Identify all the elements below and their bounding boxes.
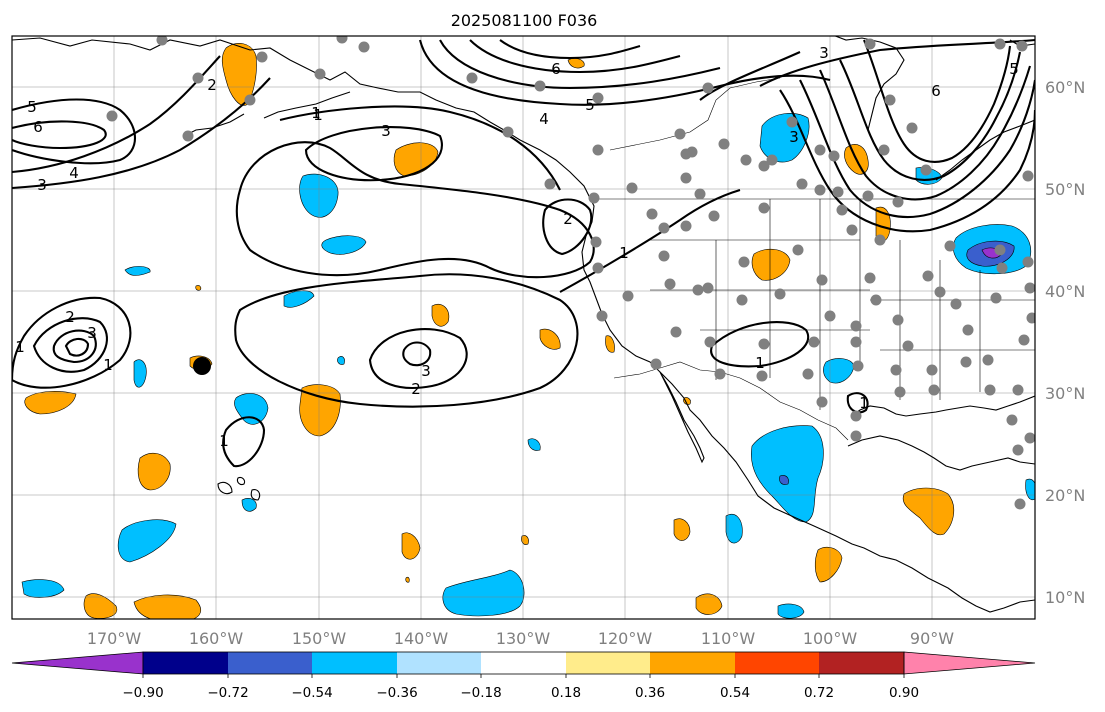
colorbar-tick-label: 0.18	[551, 685, 581, 701]
colorbar-tick-label: 0.54	[720, 685, 750, 701]
contour-label: 5	[1009, 60, 1019, 78]
colorbar-min-extension	[11, 651, 144, 675]
lon-label: 160°W	[189, 629, 244, 648]
lon-label: 120°W	[598, 629, 653, 648]
lat-label: 30°N	[1045, 384, 1085, 403]
colorbar-tick-label: 0.36	[635, 685, 665, 701]
map-frame	[11, 35, 1036, 620]
coastlines	[12, 36, 1035, 613]
contour-label: 6	[551, 60, 561, 78]
contour-label: 1	[15, 338, 25, 356]
colorbar-bin	[228, 652, 312, 674]
contour-label: 1	[859, 394, 869, 412]
colorbar-bin	[650, 652, 735, 674]
contour-label: 2	[563, 210, 573, 228]
lat-label: 60°N	[1045, 78, 1085, 97]
colorbar-max-extension	[903, 651, 1036, 675]
longitude-labels: 170°W 160°W 150°W 140°W 130°W 120°W 110°…	[87, 629, 954, 648]
lon-label: 110°W	[701, 629, 756, 648]
colorbar-ticks	[142, 674, 905, 678]
contour-label: 3	[381, 122, 391, 140]
latitude-labels: 60°N 50°N 40°N 30°N 20°N 10°N	[1045, 78, 1085, 607]
colorbar: −0.90 −0.72 −0.54 −0.36 −0.18 0.18 0.36 …	[11, 651, 1036, 701]
station-markers	[106, 36, 1035, 510]
contour-label: 1	[103, 356, 113, 374]
colorbar-bin	[312, 652, 397, 674]
contour-label: 3	[37, 176, 47, 194]
positive-anomaly-shading	[24, 43, 955, 619]
colorbar-bin	[735, 652, 819, 674]
colorbar-bin	[566, 652, 650, 674]
contour-label: 3	[87, 324, 97, 342]
map-title: 2025081100 F036	[451, 11, 598, 30]
colorbar-tick-label: −0.90	[122, 685, 163, 701]
contour-label: 3	[421, 362, 431, 380]
lon-label: 150°W	[292, 629, 347, 648]
colorbar-bin	[143, 652, 228, 674]
contour-label: 1	[619, 244, 629, 262]
contour-label: 3	[789, 128, 799, 146]
lat-label: 40°N	[1045, 282, 1085, 301]
lon-label: 140°W	[394, 629, 449, 648]
colorbar-tick-label: −0.72	[207, 685, 248, 701]
lat-label: 10°N	[1045, 588, 1085, 607]
contour-labels: 5 6 3 4 1 2 3 1 6 5 4 3 2 1 3 6 5 1 2 3 …	[15, 44, 1019, 450]
contour-label: 6	[33, 118, 43, 136]
graticule	[12, 36, 1035, 619]
negative-anomaly-shading	[21, 113, 1035, 619]
colorbar-bin	[397, 652, 481, 674]
lon-label: 170°W	[87, 629, 142, 648]
lat-label: 50°N	[1045, 180, 1085, 199]
colorbar-bin	[481, 652, 566, 674]
contour-label: 4	[69, 164, 79, 182]
contour-label: 3	[819, 44, 829, 62]
map-panel: 5 6 3 4 1 2 3 1 6 5 4 3 2 1 3 6 5 1 2 3 …	[12, 36, 1035, 619]
colorbar-frame	[142, 651, 905, 675]
contour-label: 2	[411, 380, 421, 398]
contour-label: 4	[539, 110, 549, 128]
contour-lines	[12, 38, 1035, 468]
contour-label: 2	[207, 76, 217, 94]
contour-label: 2	[65, 308, 75, 326]
colorbar-tick-label: 0.72	[804, 685, 834, 701]
lon-label: 90°W	[910, 629, 954, 648]
colorbar-tick-label: −0.18	[460, 685, 501, 701]
contour-label: 5	[585, 96, 595, 114]
lon-label: 130°W	[496, 629, 551, 648]
contour-label: 1	[755, 354, 765, 372]
contour-label: 1	[311, 104, 321, 122]
colorbar-bin	[819, 652, 904, 674]
colorbar-tick-label: −0.54	[291, 685, 332, 701]
lon-label: 100°W	[803, 629, 858, 648]
colorbar-tick-label: −0.36	[376, 685, 417, 701]
contour-label: 5	[27, 98, 37, 116]
colorbar-tick-label: 0.90	[889, 685, 919, 701]
contour-label: 1	[313, 106, 323, 124]
contour-label: 6	[931, 82, 941, 100]
lat-label: 20°N	[1045, 486, 1085, 505]
contour-label: 1	[219, 432, 229, 450]
